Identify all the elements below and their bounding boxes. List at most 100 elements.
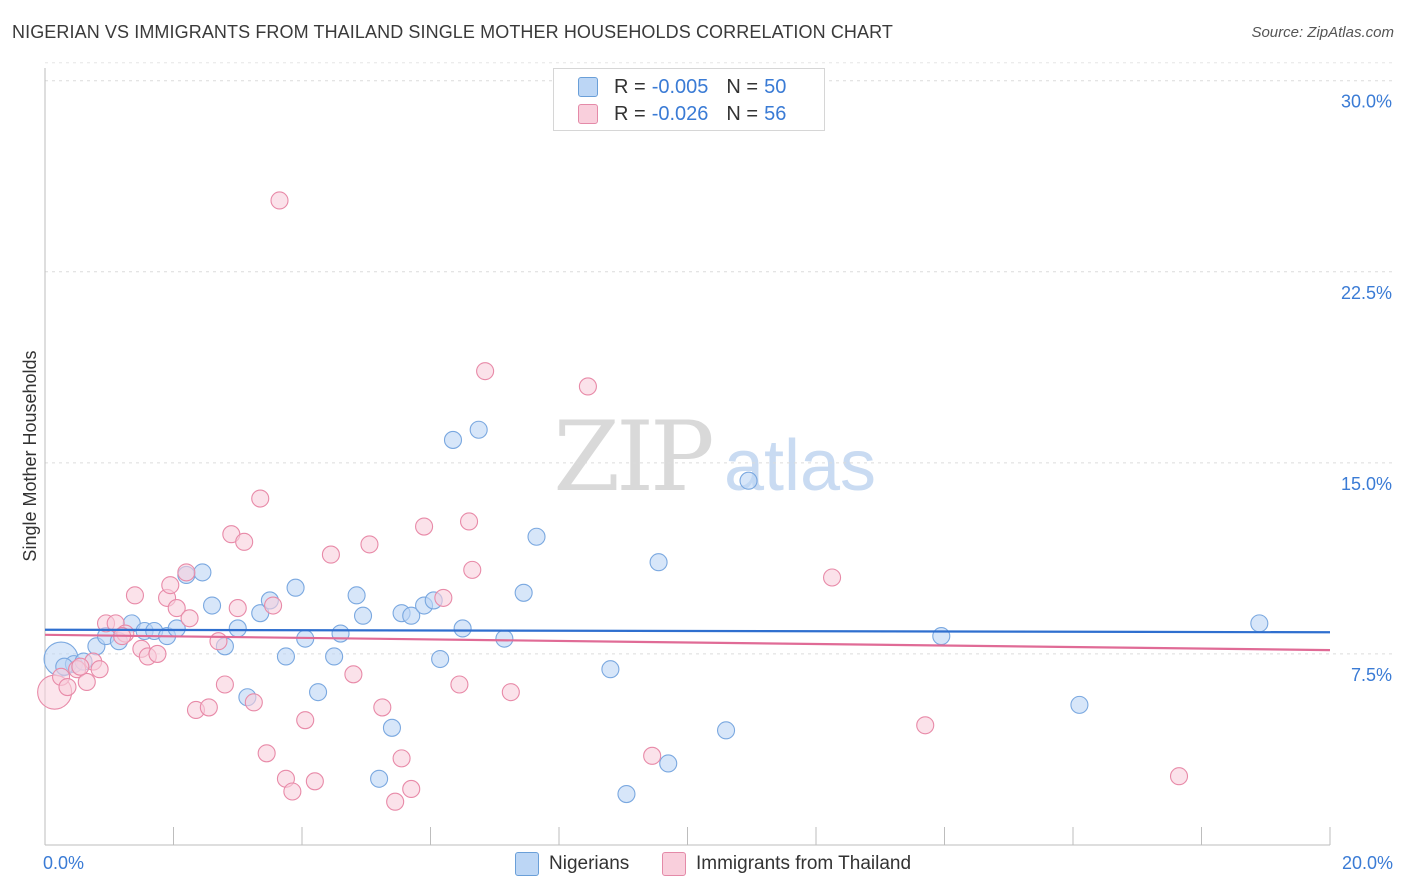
watermark-zip: ZIP — [553, 401, 712, 513]
nigerian-point[interactable] — [1070, 695, 1089, 714]
thailand-point[interactable] — [386, 792, 405, 811]
legend-row-nigerians: R = -0.005 N = 50 — [578, 75, 786, 99]
thailand-point[interactable] — [215, 675, 234, 694]
nigerian-point[interactable] — [193, 563, 212, 582]
legend-r-value: -0.005 — [651, 75, 709, 98]
series-legend-thailand[interactable]: Immigrants from Thailand — [662, 852, 911, 876]
thailand-point[interactable] — [125, 586, 144, 605]
x-tick-label-max: 20.0% — [1342, 853, 1393, 873]
thailand-point[interactable] — [450, 675, 469, 694]
watermark-atlas: atlas — [724, 426, 876, 506]
thailand-point[interactable] — [360, 535, 379, 554]
nigerian-point[interactable] — [228, 619, 247, 638]
thailand-point[interactable] — [264, 596, 283, 615]
thailand-point[interactable] — [296, 711, 315, 730]
y-tick-label: 15.0% — [1341, 474, 1392, 494]
x-tick-label-min: 0.0% — [43, 853, 84, 873]
thailand-point[interactable] — [643, 746, 662, 765]
chart-title: NIGERIAN VS IMMIGRANTS FROM THAILAND SIN… — [12, 22, 894, 42]
thailand-point[interactable] — [1169, 767, 1189, 786]
thailand-trend-line — [44, 633, 1331, 652]
nigerian-point[interactable] — [1250, 614, 1269, 633]
thailand-point[interactable] — [77, 672, 96, 692]
thailand-point[interactable] — [434, 588, 453, 607]
nigerian-point[interactable] — [514, 583, 533, 602]
series-swatch-thailand — [662, 852, 686, 876]
legend-swatch-nigerians — [578, 77, 598, 97]
nigerian-point[interactable] — [649, 553, 668, 572]
legend-r-label: R = — [614, 75, 646, 98]
thailand-point[interactable] — [148, 644, 167, 663]
thailand-point[interactable] — [344, 665, 363, 684]
y-axis-label: Single Mother Households — [20, 350, 40, 561]
thailand-point[interactable] — [916, 716, 935, 735]
nigerian-point[interactable] — [716, 721, 736, 740]
legend-swatch-thailand — [578, 104, 598, 124]
nigerian-point[interactable] — [601, 660, 620, 679]
legend-row-thailand: R = -0.026 N = 56 — [578, 102, 786, 126]
nigerian-point[interactable] — [431, 649, 450, 669]
nigerian-trend-line — [44, 628, 1331, 634]
nigerian-point[interactable] — [286, 578, 305, 597]
legend-n-value: 56 — [764, 102, 787, 125]
nigerian-point[interactable] — [402, 606, 421, 625]
nigerian-point[interactable] — [443, 430, 463, 449]
thailand-point[interactable] — [402, 779, 421, 799]
thailand-point[interactable] — [257, 744, 276, 763]
thailand-point[interactable] — [235, 532, 254, 551]
nigerian-point[interactable] — [370, 769, 389, 788]
nigerian-point[interactable] — [617, 784, 636, 804]
nigerian-point[interactable] — [453, 619, 472, 638]
thailand-point[interactable] — [415, 517, 434, 536]
nigerian-point[interactable] — [347, 586, 366, 605]
thailand-point[interactable] — [161, 576, 180, 595]
nigerian-point[interactable] — [527, 527, 546, 546]
nigerian-point[interactable] — [276, 647, 295, 666]
nigerian-point[interactable] — [382, 718, 402, 737]
thailand-point[interactable] — [476, 362, 495, 381]
y-tick-label: 22.5% — [1341, 283, 1392, 303]
thailand-point[interactable] — [167, 599, 186, 618]
legend-n-label: N = — [726, 102, 759, 125]
thailand-point[interactable] — [321, 545, 340, 564]
nigerian-point[interactable] — [495, 629, 514, 648]
thailand-point[interactable] — [392, 749, 411, 768]
nigerian-point[interactable] — [203, 596, 222, 615]
source-label: Source: ZipAtlas.com — [1251, 24, 1394, 41]
thailand-point[interactable] — [71, 657, 90, 676]
nigerian-point[interactable] — [932, 627, 951, 646]
thailand-point[interactable] — [90, 660, 109, 679]
thailand-point[interactable] — [177, 563, 196, 582]
thailand-point[interactable] — [283, 782, 302, 801]
thailand-point[interactable] — [305, 772, 324, 791]
thailand-point[interactable] — [823, 568, 842, 587]
legend-n-label: N = — [726, 75, 759, 98]
nigerian-point[interactable] — [309, 683, 328, 702]
thailand-point[interactable] — [228, 599, 247, 618]
series-label-thailand: Immigrants from Thailand — [696, 853, 912, 874]
y-tick-label: 7.5% — [1351, 665, 1392, 685]
thailand-point[interactable] — [270, 191, 289, 210]
thailand-point[interactable] — [199, 698, 218, 717]
legend-r-label: R = — [614, 102, 646, 125]
nigerian-point[interactable] — [659, 754, 678, 773]
thailand-point[interactable] — [459, 512, 479, 531]
thailand-point[interactable] — [209, 632, 228, 651]
legend-r-value: -0.026 — [651, 102, 709, 125]
series-legend: Nigerians Immigrants from Thailand — [0, 852, 1406, 878]
watermark: ZIP atlas — [553, 401, 876, 513]
nigerian-point[interactable] — [325, 647, 344, 666]
series-legend-nigerians[interactable]: Nigerians — [515, 852, 629, 876]
nigerian-point[interactable] — [739, 471, 758, 490]
thailand-point[interactable] — [180, 609, 199, 628]
thailand-point[interactable] — [578, 377, 597, 396]
thailand-point[interactable] — [58, 678, 77, 697]
thailand-point[interactable] — [463, 560, 482, 579]
thailand-point[interactable] — [244, 693, 263, 712]
nigerian-point[interactable] — [353, 606, 373, 625]
thailand-point[interactable] — [251, 489, 270, 508]
thailand-point[interactable] — [501, 683, 520, 702]
thailand-point[interactable] — [373, 698, 392, 717]
nigerian-point[interactable] — [469, 420, 488, 439]
